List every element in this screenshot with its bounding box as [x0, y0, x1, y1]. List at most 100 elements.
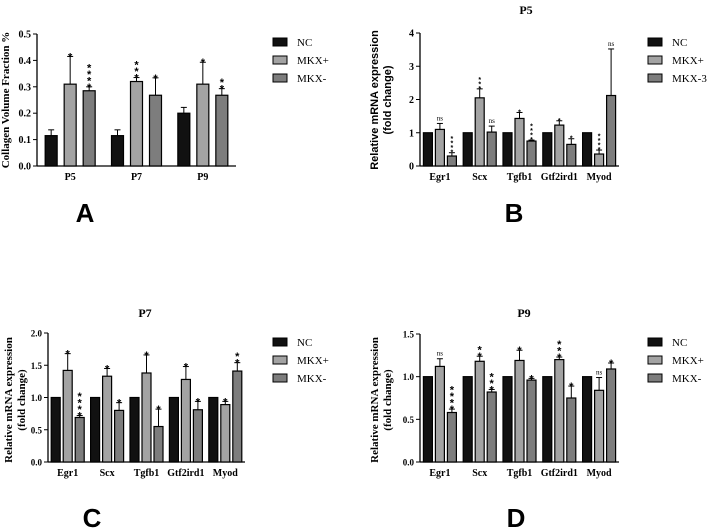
legend-entry: MKX+ [297, 55, 329, 67]
significance-star: * [530, 124, 533, 131]
significance-star: * [557, 339, 562, 351]
significance-star: * [598, 143, 601, 150]
x-tick-label: Egr1 [429, 468, 450, 479]
significance-label: **** [530, 124, 533, 145]
x-tick-label: Myod [587, 468, 612, 479]
bar-nc [422, 132, 433, 167]
panel-label: A [76, 198, 95, 228]
y-tick-label: 1.5 [31, 361, 43, 371]
bar-mkx- [593, 389, 605, 463]
bar-nc [110, 135, 125, 167]
significance-star: * [235, 358, 240, 370]
legend-entry: NC [672, 337, 687, 349]
significance-star: * [68, 51, 73, 63]
y-axis-label-line: Relative mRNA expression [369, 337, 381, 463]
significance-label: * [117, 398, 122, 410]
significance-star: * [490, 378, 495, 390]
chart-panel-d: P9 Relative mRNA expression(fold change) 0… [369, 306, 704, 530]
significance-label: * [569, 381, 574, 393]
bar-mkx- [129, 80, 144, 167]
significance-star: * [66, 349, 71, 361]
significance-star: * [609, 358, 614, 370]
bar-nc [581, 376, 593, 463]
significance-label: ns [489, 117, 496, 125]
significance-star: * [478, 86, 481, 93]
significance-label: * [529, 373, 534, 385]
bar-mkx-3 [526, 140, 537, 167]
bar-mkx- [141, 372, 152, 463]
y-axis-label-line: Relative mRNA expression [3, 337, 15, 463]
bar-nc [177, 112, 191, 167]
significance-label: ** [478, 345, 483, 364]
bar-nc [208, 396, 219, 463]
significance-label: * [558, 118, 561, 125]
y-tick-label: 0.0 [31, 458, 43, 468]
y-axis-label: Relative mRNA expression(fold change) [369, 30, 394, 170]
significance-star: * [557, 346, 562, 358]
legend-swatch [272, 73, 288, 83]
bar-mkx- [474, 97, 485, 167]
legend-swatch [647, 73, 663, 83]
bar-mkx- [593, 153, 605, 167]
significance-star: * [598, 138, 601, 145]
significance-label: **** [450, 385, 455, 417]
significance-label: * [153, 73, 158, 85]
significance-star: * [450, 391, 455, 403]
significance-label: * [609, 358, 614, 370]
y-tick-label: 0.5 [403, 415, 415, 425]
significance-label: ns [596, 369, 603, 377]
y-axis-label-line: Relative mRNA expression [369, 30, 381, 170]
significance-star: * [87, 82, 92, 94]
bar-mkx- [192, 409, 203, 463]
significance-star: * [117, 398, 122, 410]
significance-label: ns [608, 40, 615, 48]
significance-label: **** [87, 62, 92, 94]
significance-star: * [78, 404, 83, 416]
legend-entry: MKX+ [672, 55, 704, 67]
significance-label: ** [220, 77, 225, 96]
legend-swatch [647, 55, 663, 65]
legend-swatch [272, 337, 288, 347]
x-tick-label: Egr1 [429, 172, 450, 183]
bar-nc [502, 132, 513, 167]
significance-star: * [598, 147, 601, 154]
y-tick-label: 0.2 [19, 109, 32, 120]
legend-entry: NC [297, 337, 312, 349]
significance-star: * [530, 137, 533, 144]
significance-star: * [220, 84, 225, 96]
significance-label: * [223, 396, 228, 408]
significance-label: * [144, 350, 149, 362]
significance-label: * [105, 363, 110, 375]
significance-label: * [184, 362, 189, 374]
significance-star: * [557, 352, 562, 364]
bar-mkx-3 [605, 94, 617, 167]
chart-panel-b: P5 Relative mRNA expression(fold change) 0… [369, 3, 707, 228]
bar-mkx- [101, 375, 113, 463]
legend-swatch [272, 37, 288, 47]
y-tick-label: 0.0 [403, 458, 415, 468]
significance-label: * [201, 57, 206, 69]
significance-label: *** [557, 339, 562, 364]
bar-mkx- [605, 368, 617, 463]
bar-nc [542, 132, 553, 167]
significance-label: **** [451, 136, 454, 157]
significance-star: * [529, 373, 534, 385]
bar-mkx- [446, 411, 457, 463]
significance-label: ns [437, 114, 444, 122]
significance-label: **** [78, 391, 83, 423]
x-tick-label: P5 [65, 172, 76, 183]
significance-label: * [156, 404, 161, 416]
significance-star: * [134, 66, 139, 78]
bar-mkx- [526, 379, 537, 463]
significance-star: * [134, 73, 139, 85]
x-tick-label: Gtf2ird1 [167, 468, 204, 479]
bar-mkx- [82, 90, 96, 167]
bar-mkx- [153, 425, 164, 463]
legend-swatch [272, 55, 288, 65]
significance-star: * [451, 141, 454, 148]
significance-star: * [87, 75, 92, 87]
significance-star: * [490, 384, 495, 396]
y-tick-label: 2 [409, 95, 414, 106]
